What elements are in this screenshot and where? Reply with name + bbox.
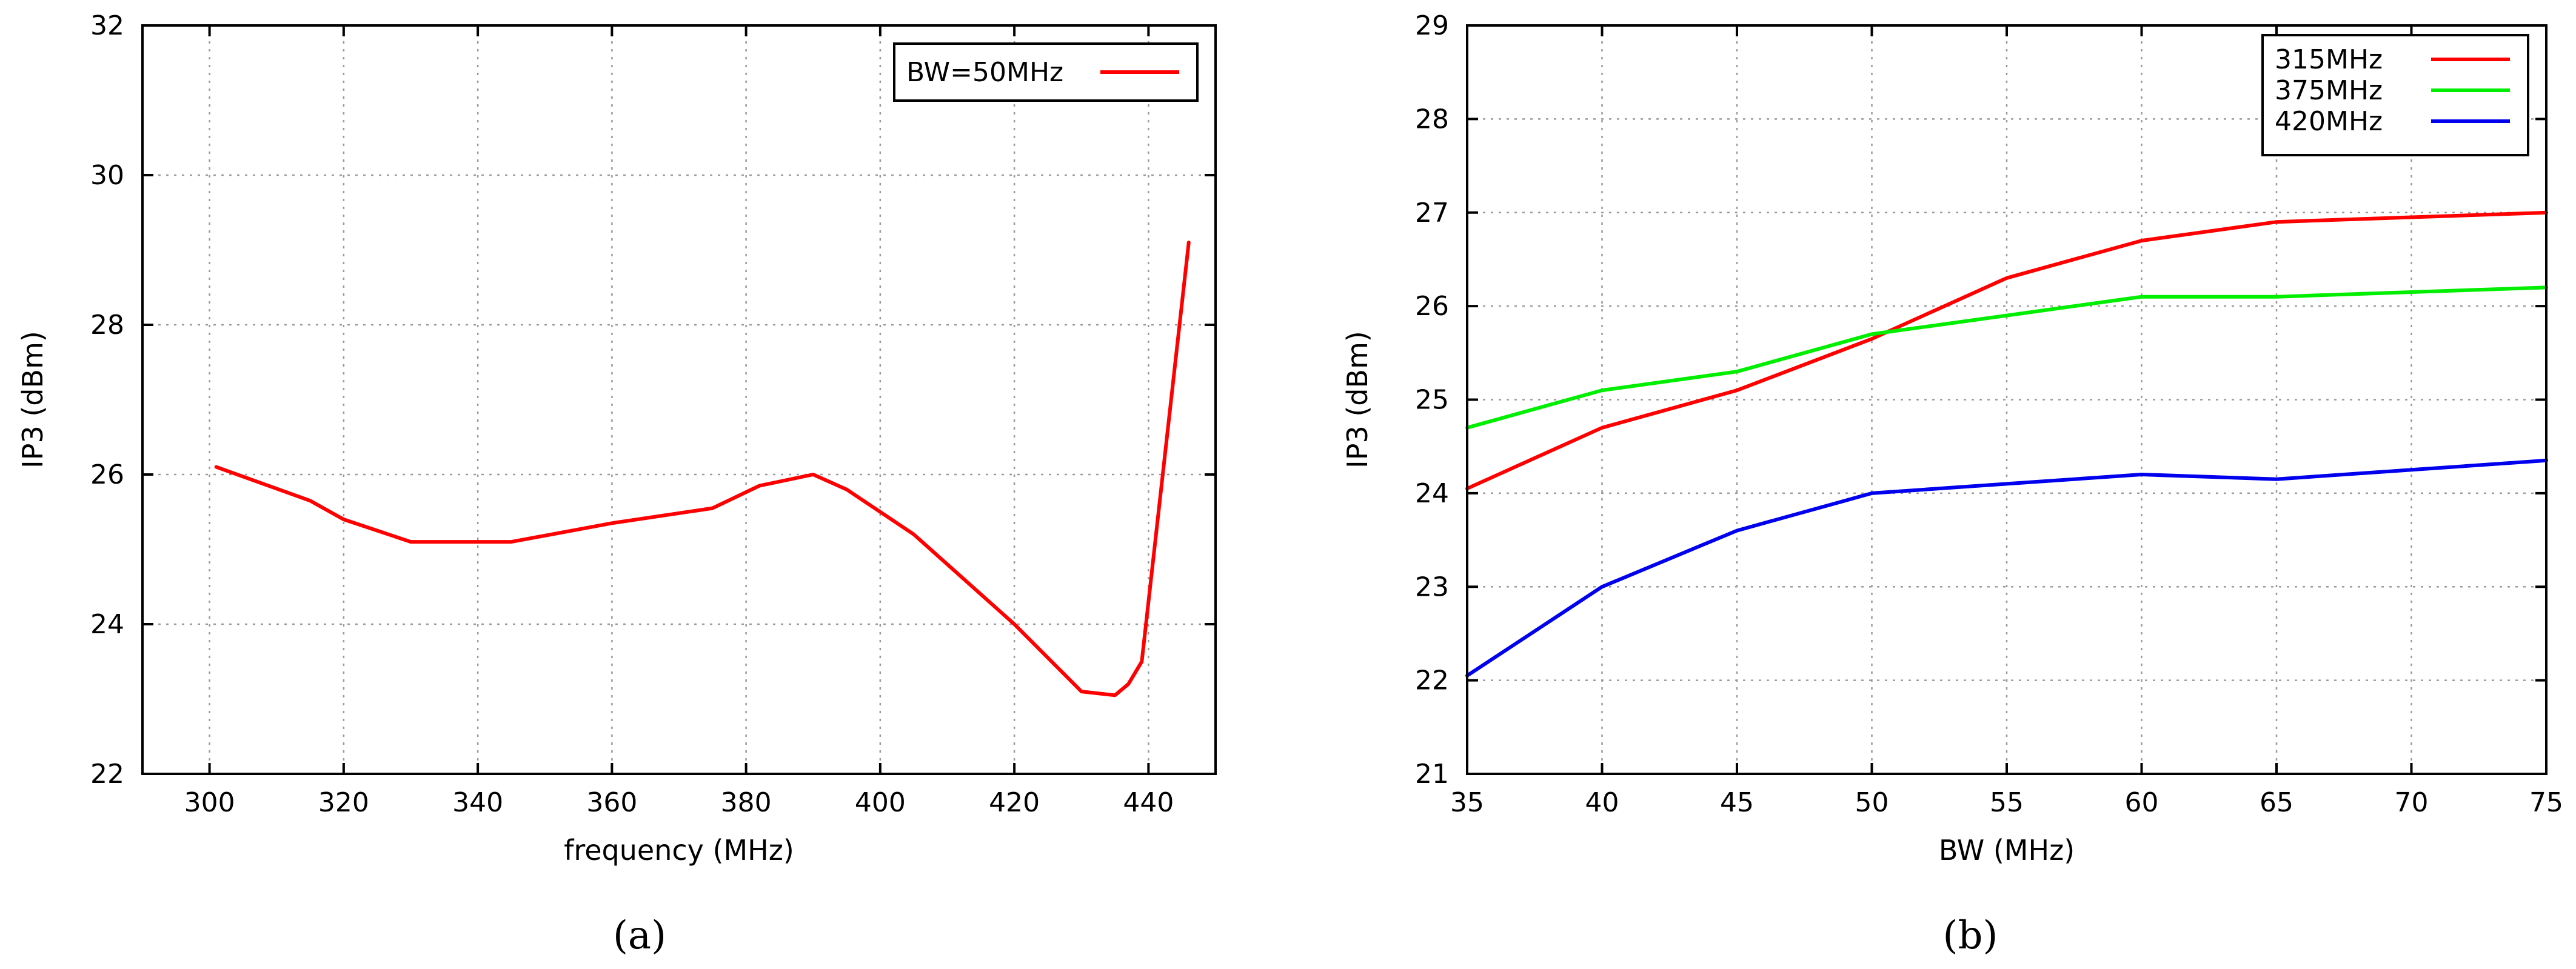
y-tick-label: 26 [90,459,124,490]
series-line-375MHz [1465,285,2548,430]
legend-label: BW=50MHz [906,57,1063,88]
legend-label: 315MHz [2275,44,2383,75]
series-line-315MHz [1465,210,2548,491]
plot-frame [141,24,1217,775]
x-tick-label: 360 [586,787,637,818]
y-tick-label: 32 [90,10,124,41]
panel-label: (a) [613,913,666,958]
y-tick-label: 29 [1415,10,1449,41]
x-axis-title: frequency (MHz) [564,834,794,867]
x-axis-title: BW (MHz) [1939,834,2075,867]
y-tick-label: 27 [1415,198,1449,228]
x-tick-label: 420 [989,787,1040,818]
y-axis-title: IP3 (dBm) [1341,331,1374,468]
x-tick-label: 300 [184,787,235,818]
y-tick-label: 28 [1415,104,1449,135]
x-tick-label: 35 [1450,787,1484,818]
y-tick-label: 24 [90,609,124,640]
series-line-420MHz [1465,458,2548,678]
x-tick-label: 75 [2529,787,2563,818]
chart-b: 35 40 45 50 55 60 65 70 75 21 22 23 24 25 26 27 28 29 BW (… [1341,10,2563,958]
x-tick-label: 40 [1585,787,1619,818]
x-tick-label: 400 [855,787,906,818]
y-axis-title: IP3 (dBm) [16,331,49,468]
legend-box [2261,34,2529,156]
y-tick-label: 22 [90,759,124,790]
x-tick-label: 60 [2125,787,2159,818]
y-tick-label: 25 [1415,385,1449,416]
x-tick-label: 320 [318,787,369,818]
x-tick-label: 50 [1855,787,1889,818]
x-tick-label: 340 [452,787,503,818]
x-tick-label: 440 [1123,787,1174,818]
x-tick-label: 70 [2395,787,2429,818]
x-tick-label: 55 [1990,787,2024,818]
y-tick-label: 21 [1415,759,1449,790]
x-tick-label: 65 [2260,787,2293,818]
x-tick-label: 380 [721,787,772,818]
chart-a: 300 320 340 360 380 400 420 440 22 24 26 28 30 32 freq… [16,10,1217,958]
plot-frame [1466,24,2548,775]
series-line-BW=50MHz [214,241,1191,698]
legend-label: 420MHz [2275,106,2383,137]
y-tick-label: 24 [1415,478,1449,509]
y-tick-label: 28 [90,310,124,341]
legend-label: 375MHz [2275,75,2383,106]
y-tick-label: 22 [1415,665,1449,696]
y-tick-label: 23 [1415,571,1449,602]
y-tick-label: 30 [90,160,124,191]
panel-label: (b) [1943,913,1998,958]
y-tick-label: 26 [1415,291,1449,322]
x-tick-label: 45 [1720,787,1754,818]
